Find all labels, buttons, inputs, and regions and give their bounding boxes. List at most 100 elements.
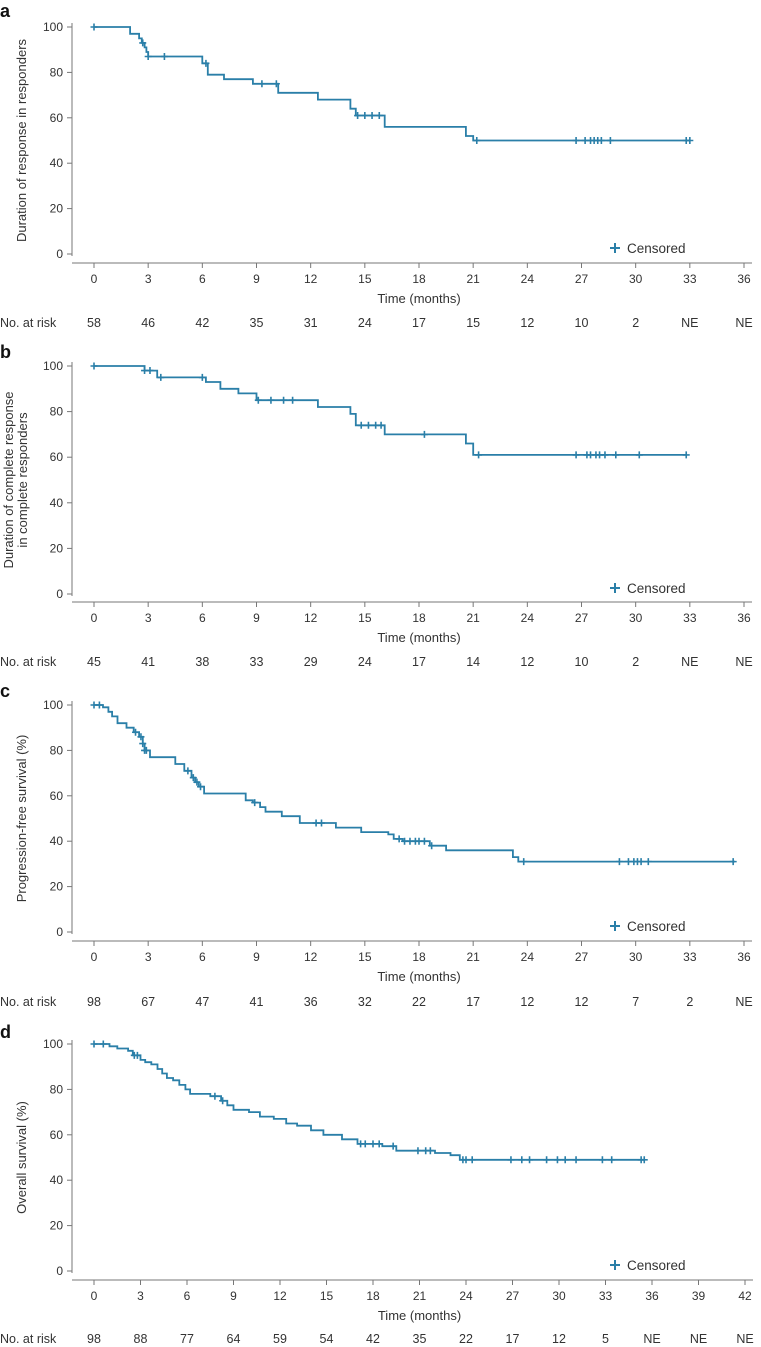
censor-mark	[368, 112, 376, 120]
risk-count: 64	[227, 1332, 241, 1346]
x-tick-label: 27	[575, 611, 589, 625]
risk-count: 41	[250, 995, 264, 1009]
x-tick-label: 15	[358, 950, 372, 964]
x-tick-label: 3	[145, 611, 152, 625]
x-tick-label: 9	[230, 1289, 237, 1303]
risk-count: NE	[735, 995, 752, 1009]
y-tick-label: 20	[50, 880, 64, 894]
x-tick-label: 0	[91, 272, 98, 286]
y-tick-label: 20	[50, 202, 64, 216]
x-tick-label: 27	[575, 950, 589, 964]
censor-mark	[612, 451, 620, 459]
risk-count: 35	[413, 1332, 427, 1346]
censor-mark	[375, 112, 383, 120]
survival-curve	[94, 704, 735, 863]
risk-count: NE	[736, 1332, 753, 1346]
y-axis-title: Overall survival (%)	[14, 1101, 29, 1214]
censor-mark	[133, 1051, 141, 1059]
risk-count: 2	[686, 995, 693, 1009]
x-tick-label: 18	[412, 950, 426, 964]
censor-mark	[414, 1147, 422, 1155]
censor-mark	[219, 1097, 227, 1105]
risk-count: 5	[602, 1332, 609, 1346]
risk-count: 59	[273, 1332, 287, 1346]
censor-mark	[137, 733, 145, 741]
censor-mark	[598, 1156, 606, 1164]
censor-mark	[526, 1156, 534, 1164]
x-tick-label: 30	[629, 272, 643, 286]
censor-mark	[637, 858, 645, 866]
x-tick-label: 27	[575, 272, 589, 286]
x-tick-label: 33	[599, 1289, 613, 1303]
censor-mark	[377, 421, 385, 429]
risk-count: 42	[366, 1332, 380, 1346]
censor-mark	[354, 112, 362, 120]
y-tick-label: 40	[50, 834, 64, 848]
x-tick-label: 3	[145, 950, 152, 964]
censor-mark	[473, 137, 481, 144]
y-tick-label: 80	[50, 743, 64, 757]
risk-count: NE	[690, 1332, 707, 1346]
legend-label: Censored	[627, 1258, 686, 1273]
risk-count: 2	[632, 316, 639, 330]
censor-mark	[254, 396, 262, 404]
x-tick-label: 36	[737, 950, 751, 964]
risk-count: 31	[304, 316, 318, 330]
censor-mark	[729, 858, 737, 866]
risk-count: 17	[466, 995, 480, 1009]
risk-count: 24	[358, 316, 372, 330]
y-tick-label: 60	[50, 1128, 64, 1142]
censor-mark	[606, 137, 614, 144]
censor-mark	[572, 451, 580, 459]
y-tick-label: 40	[50, 496, 64, 510]
censor-mark	[197, 783, 205, 791]
x-tick-label: 27	[506, 1289, 520, 1303]
legend-label: Censored	[627, 581, 686, 596]
panel-label: b	[0, 342, 11, 362]
risk-count: 12	[520, 655, 534, 669]
x-tick-label: 24	[521, 950, 535, 964]
censor-mark	[139, 39, 147, 47]
risk-table-label: No. at risk	[0, 316, 57, 330]
x-tick-label: 21	[466, 950, 480, 964]
censor-mark	[420, 837, 428, 845]
risk-count: NE	[735, 316, 752, 330]
x-tick-label: 6	[199, 950, 206, 964]
x-tick-label: 0	[91, 950, 98, 964]
censor-mark	[615, 858, 623, 866]
x-tick-label: 21	[466, 611, 480, 625]
risk-count: 33	[250, 655, 264, 669]
censor-mark	[468, 1156, 476, 1164]
survival-curve	[94, 365, 687, 456]
risk-count: 58	[87, 316, 101, 330]
risk-count: 32	[358, 995, 372, 1009]
x-tick-label: 24	[521, 272, 535, 286]
y-tick-label: 80	[50, 405, 64, 419]
censor-mark	[90, 1040, 98, 1048]
y-axis-title: Duration of complete response	[1, 391, 16, 568]
y-tick-label: 0	[56, 925, 63, 939]
censor-mark	[601, 451, 609, 459]
censor-mark	[160, 53, 168, 61]
risk-count: 12	[520, 316, 534, 330]
legend-label: Censored	[627, 919, 686, 934]
x-axis-title: Time (months)	[377, 630, 460, 645]
y-tick-label: 100	[43, 359, 63, 373]
risk-count: 77	[180, 1332, 194, 1346]
y-tick-label: 0	[56, 1264, 63, 1278]
x-tick-label: 12	[304, 611, 318, 625]
censor-mark	[90, 23, 98, 31]
censor-mark	[139, 740, 147, 748]
censor-mark	[426, 1147, 434, 1155]
risk-count: 12	[520, 995, 534, 1009]
censor-mark	[364, 421, 372, 429]
survival-curve	[94, 1043, 645, 1161]
x-tick-label: 18	[412, 611, 426, 625]
x-tick-label: 15	[320, 1289, 334, 1303]
censor-mark	[267, 396, 275, 404]
x-tick-label: 12	[304, 950, 318, 964]
y-tick-label: 20	[50, 541, 64, 555]
risk-table-label: No. at risk	[0, 655, 57, 669]
y-tick-label: 100	[43, 698, 63, 712]
